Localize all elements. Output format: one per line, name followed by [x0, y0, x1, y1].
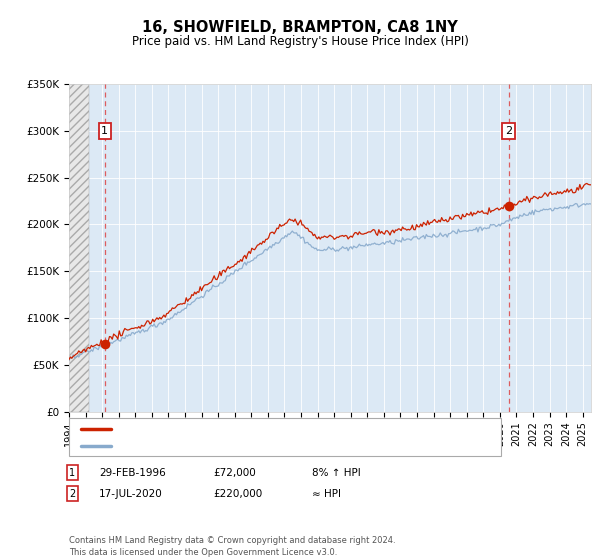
- Text: 1: 1: [101, 126, 108, 136]
- Text: 17-JUL-2020: 17-JUL-2020: [99, 489, 163, 499]
- Text: 2: 2: [505, 126, 512, 136]
- Bar: [69, 84, 89, 412]
- Text: HPI: Average price, detached house, Cumberland: HPI: Average price, detached house, Cumb…: [120, 441, 377, 451]
- Text: 29-FEB-1996: 29-FEB-1996: [99, 468, 166, 478]
- Text: 2: 2: [69, 489, 75, 499]
- Text: 1: 1: [69, 468, 75, 478]
- Text: Price paid vs. HM Land Registry's House Price Index (HPI): Price paid vs. HM Land Registry's House …: [131, 35, 469, 48]
- Text: £72,000: £72,000: [213, 468, 256, 478]
- Text: 16, SHOWFIELD, BRAMPTON, CA8 1NY (detached house): 16, SHOWFIELD, BRAMPTON, CA8 1NY (detach…: [120, 424, 413, 434]
- Text: ≈ HPI: ≈ HPI: [312, 489, 341, 499]
- Text: 16, SHOWFIELD, BRAMPTON, CA8 1NY: 16, SHOWFIELD, BRAMPTON, CA8 1NY: [142, 20, 458, 35]
- Text: Contains HM Land Registry data © Crown copyright and database right 2024.
This d: Contains HM Land Registry data © Crown c…: [69, 536, 395, 557]
- Text: £220,000: £220,000: [213, 489, 262, 499]
- Text: 8% ↑ HPI: 8% ↑ HPI: [312, 468, 361, 478]
